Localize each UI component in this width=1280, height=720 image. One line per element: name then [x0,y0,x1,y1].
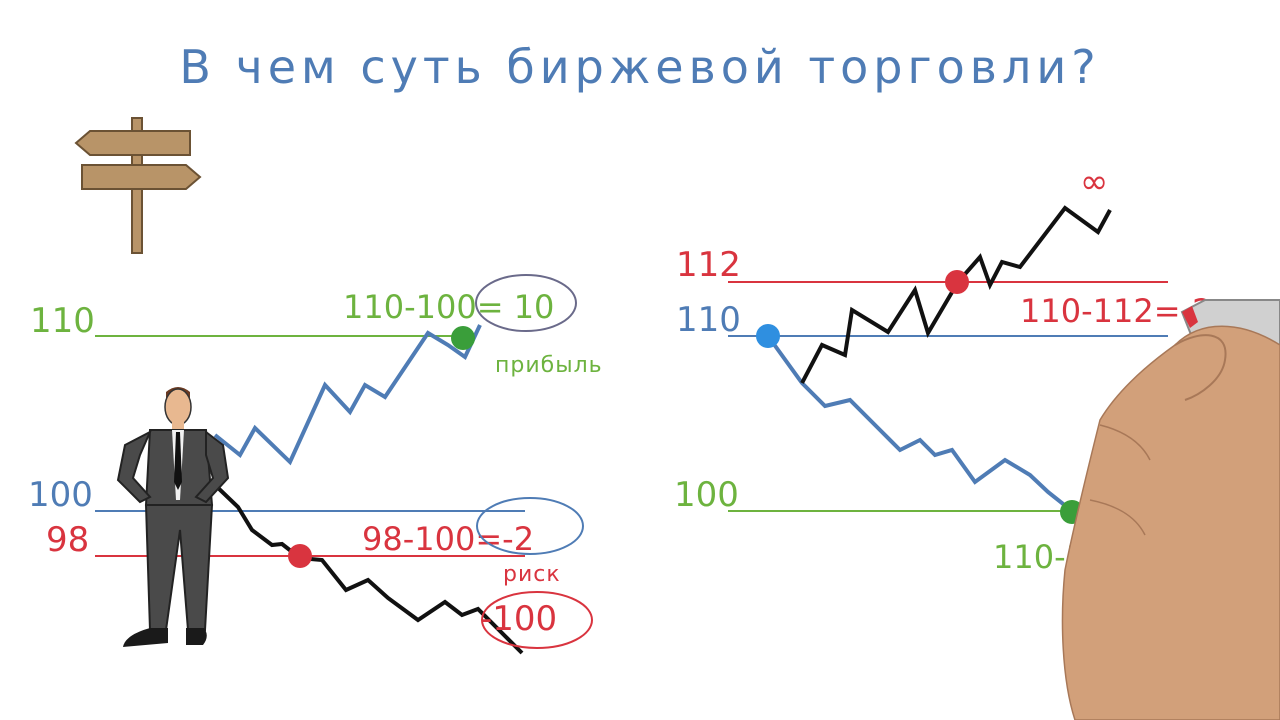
profit-point [451,326,475,350]
price-path-down [213,483,524,655]
price-path-up [213,324,482,466]
label-110: 110 [30,301,95,341]
profit-formula: 110-100= 10 [343,288,554,326]
businessman-icon [116,387,230,647]
page-title: В чем суть биржевой торговли? [179,40,1101,94]
loss-circle [476,497,584,555]
stop-point [288,544,312,568]
price-path-short-target [766,334,1074,513]
left-diagram: 110 100 98 110-100= 10 прибыль 98-100=-2… [28,274,603,655]
signpost-icon [74,117,202,254]
label-110-right: 110 [676,300,741,340]
profit-circle [475,274,577,332]
risk-label: риск [503,562,561,587]
entry-point [756,324,780,348]
stop-point-right [945,270,969,294]
label-98: 98 [46,520,89,560]
loss-formula-right: 110-112=-2 [1020,292,1212,330]
label-100-right: 100 [674,475,739,515]
infinity-label: ∞ [1080,162,1108,202]
label-112: 112 [676,245,741,285]
big-loss-label: -100 [480,599,557,639]
profit-label: прибыль [495,353,603,378]
big-loss-circle [481,591,593,649]
label-100: 100 [28,475,93,515]
hand-icon [1061,299,1280,720]
